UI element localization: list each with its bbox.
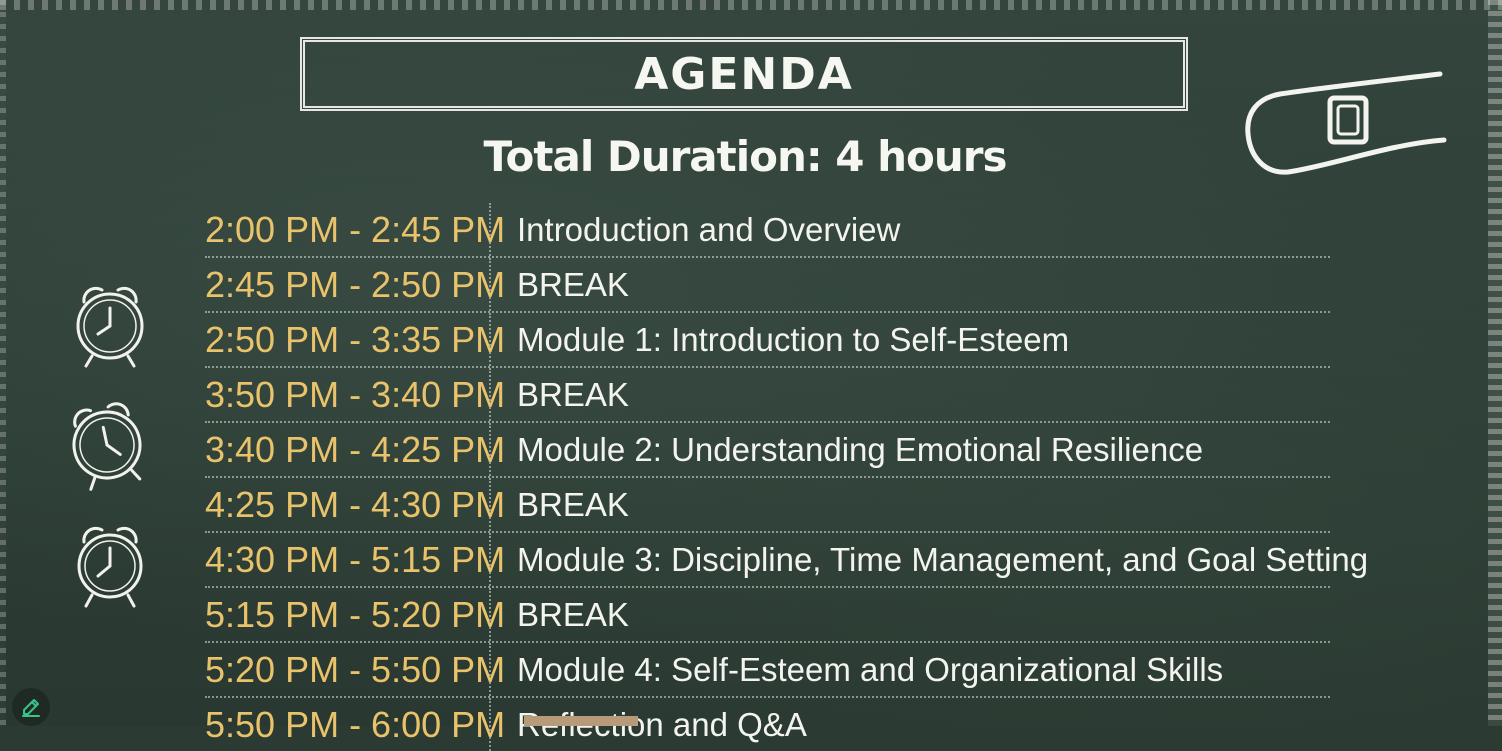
chalk-border-top bbox=[0, 0, 1502, 10]
activity-label: BREAK bbox=[517, 266, 629, 303]
agenda-row: 2:00 PM - 2:45 PM Introduction and Overv… bbox=[205, 203, 1330, 258]
alarm-clock-icon bbox=[77, 526, 143, 608]
time-slot: 4:25 PM - 4:30 PM bbox=[205, 478, 505, 531]
activity-label: Module 4: Self-Esteem and Organizational… bbox=[517, 651, 1224, 688]
pencil-edit-icon bbox=[22, 699, 40, 717]
edit-button[interactable] bbox=[12, 688, 50, 726]
activity-label: Module 1: Introduction to Self-Esteem bbox=[517, 321, 1070, 358]
time-slot: 2:00 PM - 2:45 PM bbox=[205, 203, 505, 256]
activity-label: BREAK bbox=[517, 596, 629, 633]
chalkboard-background bbox=[0, 0, 1502, 726]
participant-thumbnail-edge bbox=[524, 716, 638, 726]
alarm-clock-icon bbox=[72, 402, 142, 491]
time-slot: 3:40 PM - 4:25 PM bbox=[205, 423, 505, 476]
time-slot: 2:45 PM - 2:50 PM bbox=[205, 258, 505, 311]
time-slot: 4:30 PM - 5:15 PM bbox=[205, 533, 505, 586]
title-frame: AGENDA bbox=[300, 37, 1188, 111]
time-slot: 3:50 PM - 3:40 PM bbox=[205, 368, 505, 421]
agenda-row: 5:15 PM - 5:20 PM BREAK bbox=[205, 588, 1330, 643]
agenda-row: 2:50 PM - 3:35 PM Module 1: Introduction… bbox=[205, 313, 1330, 368]
chalk-border-left bbox=[0, 0, 6, 726]
time-slot: 5:20 PM - 5:50 PM bbox=[205, 643, 505, 696]
activity-label: Module 3: Discipline, Time Management, a… bbox=[517, 541, 1369, 578]
agenda-row: 2:45 PM - 2:50 PM BREAK bbox=[205, 258, 1330, 313]
agenda-row: 5:20 PM - 5:50 PM Module 4: Self-Esteem … bbox=[205, 643, 1330, 698]
agenda-row: 5:50 PM - 6:00 PM Reflection and Q&A bbox=[205, 698, 1330, 751]
agenda-row: 4:30 PM - 5:15 PM Module 3: Discipline, … bbox=[205, 533, 1368, 588]
activity-label: BREAK bbox=[517, 486, 629, 523]
agenda-row: 4:25 PM - 4:30 PM BREAK bbox=[205, 478, 1330, 533]
activity-label: BREAK bbox=[517, 376, 629, 413]
time-slot: 2:50 PM - 3:35 PM bbox=[205, 313, 505, 366]
activity-label: Module 2: Understanding Emotional Resili… bbox=[517, 431, 1204, 468]
agenda-row: 3:50 PM - 3:40 PM BREAK bbox=[205, 368, 1330, 423]
chalk-border-right bbox=[1488, 0, 1502, 726]
alarm-clock-icon bbox=[76, 286, 144, 368]
total-duration: Total Duration: 4 hours bbox=[483, 132, 1007, 181]
time-slot: 5:15 PM - 5:20 PM bbox=[205, 588, 505, 641]
page-title: AGENDA bbox=[634, 48, 854, 100]
time-slot: 5:50 PM - 6:00 PM bbox=[205, 698, 505, 751]
activity-label: Introduction and Overview bbox=[517, 211, 901, 248]
agenda-row: 3:40 PM - 4:25 PM Module 2: Understandin… bbox=[205, 423, 1330, 478]
agenda-table: 2:00 PM - 2:45 PM Introduction and Overv… bbox=[205, 203, 1368, 751]
wristwatch-icon bbox=[1245, 71, 1447, 175]
